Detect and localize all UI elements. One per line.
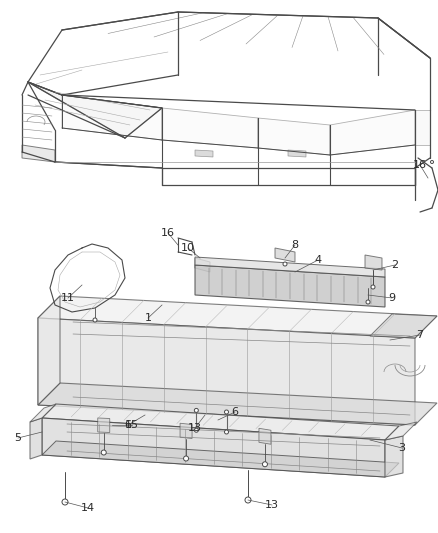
Polygon shape	[28, 82, 162, 138]
Text: 1: 1	[145, 313, 152, 323]
Polygon shape	[195, 258, 210, 272]
Polygon shape	[370, 314, 437, 338]
Polygon shape	[195, 150, 213, 157]
Text: 9: 9	[389, 293, 396, 303]
Polygon shape	[415, 110, 430, 145]
Polygon shape	[365, 255, 382, 270]
Circle shape	[225, 410, 229, 414]
Text: 3: 3	[399, 443, 406, 453]
Text: 6: 6	[124, 420, 131, 430]
Polygon shape	[385, 436, 403, 477]
Polygon shape	[38, 383, 437, 425]
Circle shape	[93, 318, 97, 322]
Polygon shape	[195, 265, 385, 307]
Polygon shape	[98, 418, 110, 432]
Circle shape	[371, 285, 375, 289]
Circle shape	[262, 462, 268, 467]
Polygon shape	[38, 318, 415, 425]
Polygon shape	[42, 418, 385, 477]
Circle shape	[431, 160, 434, 164]
Text: 16: 16	[413, 160, 427, 170]
Polygon shape	[38, 296, 60, 405]
Circle shape	[366, 300, 370, 304]
Polygon shape	[288, 150, 306, 157]
Text: 5: 5	[14, 433, 21, 443]
Circle shape	[194, 428, 198, 432]
Text: 10: 10	[181, 243, 195, 253]
Polygon shape	[385, 422, 417, 440]
Circle shape	[62, 499, 68, 505]
Polygon shape	[38, 296, 437, 338]
Polygon shape	[30, 418, 42, 459]
Text: 13: 13	[188, 423, 202, 433]
Text: 8: 8	[291, 240, 299, 250]
Text: 13: 13	[265, 500, 279, 510]
Polygon shape	[42, 404, 399, 440]
Polygon shape	[22, 145, 55, 162]
Circle shape	[194, 408, 198, 413]
Text: 4: 4	[314, 255, 321, 265]
Text: 14: 14	[81, 503, 95, 513]
Circle shape	[283, 262, 287, 266]
Text: 2: 2	[392, 260, 399, 270]
Text: 11: 11	[61, 293, 75, 303]
Circle shape	[225, 430, 229, 434]
Text: 7: 7	[417, 330, 424, 340]
Circle shape	[245, 497, 251, 503]
Polygon shape	[180, 423, 192, 439]
Polygon shape	[275, 248, 295, 262]
Circle shape	[101, 450, 106, 455]
Text: 15: 15	[125, 420, 139, 430]
Polygon shape	[62, 95, 162, 140]
Polygon shape	[162, 108, 258, 148]
Text: 16: 16	[161, 228, 175, 238]
Polygon shape	[258, 118, 330, 155]
Text: 6: 6	[232, 407, 239, 417]
Polygon shape	[330, 110, 415, 155]
Polygon shape	[30, 404, 56, 422]
Polygon shape	[195, 257, 385, 277]
Circle shape	[184, 456, 189, 461]
Polygon shape	[259, 429, 271, 444]
Polygon shape	[42, 441, 399, 477]
